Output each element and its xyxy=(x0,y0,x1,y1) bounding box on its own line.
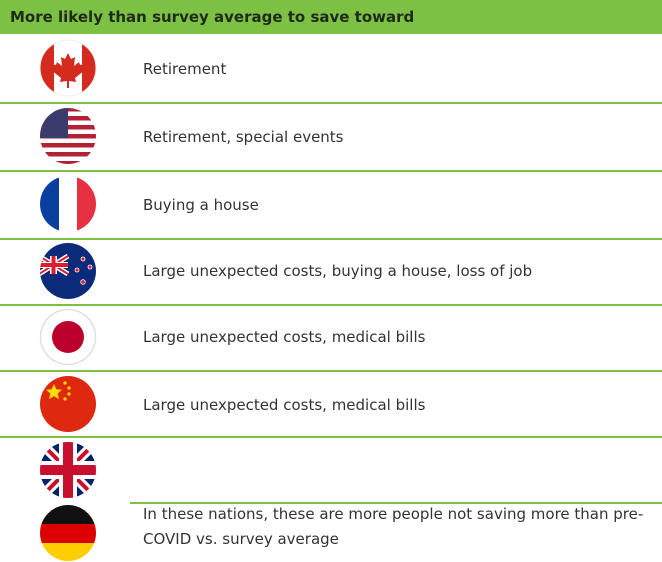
row-text: In these nations, these are more people … xyxy=(143,505,644,548)
row-text: Large unexpected costs, medical bills xyxy=(143,328,426,346)
divider xyxy=(0,102,662,104)
divider xyxy=(0,238,662,240)
flag-canada xyxy=(39,39,97,97)
flag-uk xyxy=(40,442,96,498)
row-text: Large unexpected costs, medical bills xyxy=(143,396,426,414)
flag-japan xyxy=(39,308,97,366)
flag-germany xyxy=(40,505,96,561)
divider xyxy=(0,170,662,172)
header-title: More likely than survey average to save … xyxy=(10,8,415,26)
flag-france xyxy=(40,176,96,232)
row-text: Retirement, special events xyxy=(143,128,344,146)
divider xyxy=(130,502,662,504)
flag-usa xyxy=(40,108,96,164)
flag-new-zealand xyxy=(40,243,96,299)
divider xyxy=(0,304,662,306)
divider xyxy=(0,370,662,372)
header-bar: More likely than survey average to save … xyxy=(0,0,662,34)
row-text: Large unexpected costs, buying a house, … xyxy=(143,262,533,280)
row-text: Retirement xyxy=(143,60,227,78)
row-text: Buying a house xyxy=(143,196,259,214)
divider xyxy=(0,436,662,438)
flag-china xyxy=(40,376,96,432)
